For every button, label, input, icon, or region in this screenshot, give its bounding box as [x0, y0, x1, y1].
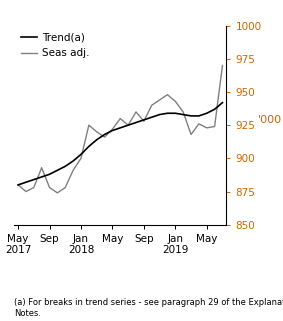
Trend(a): [79, 152, 83, 156]
Seas adj.: [56, 191, 59, 195]
Trend(a): [119, 126, 122, 130]
Seas adj.: [150, 103, 153, 107]
Trend(a): [56, 169, 59, 172]
Seas adj.: [119, 117, 122, 120]
Seas adj.: [79, 156, 83, 160]
Trend(a): [24, 180, 28, 184]
Seas adj.: [134, 110, 138, 114]
Seas adj.: [24, 190, 28, 194]
Seas adj.: [158, 98, 161, 102]
Seas adj.: [205, 126, 209, 130]
Trend(a): [111, 129, 114, 133]
Trend(a): [173, 111, 177, 115]
Trend(a): [134, 121, 138, 125]
Seas adj.: [103, 135, 106, 139]
Seas adj.: [181, 110, 185, 114]
Trend(a): [150, 115, 153, 119]
Trend(a): [127, 123, 130, 127]
Trend(a): [71, 159, 75, 163]
Trend(a): [181, 113, 185, 117]
Trend(a): [95, 138, 98, 142]
Text: (a) For breaks in trend series - see paragraph 29 of the Explanatory
Notes.: (a) For breaks in trend series - see par…: [14, 299, 283, 318]
Trend(a): [189, 114, 193, 118]
Trend(a): [197, 114, 201, 118]
Seas adj.: [127, 123, 130, 127]
Trend(a): [158, 113, 161, 117]
Trend(a): [87, 144, 91, 148]
Seas adj.: [48, 186, 51, 189]
Trend(a): [48, 172, 51, 176]
Trend(a): [142, 118, 145, 122]
Trend(a): [64, 164, 67, 168]
Seas adj.: [213, 125, 216, 128]
Seas adj.: [221, 64, 224, 67]
Seas adj.: [142, 119, 145, 123]
Seas adj.: [189, 133, 193, 136]
Seas adj.: [111, 127, 114, 131]
Seas adj.: [16, 183, 20, 187]
Trend(a): [16, 183, 20, 187]
Trend(a): [213, 107, 216, 111]
Line: Seas adj.: Seas adj.: [18, 65, 222, 193]
Trend(a): [40, 175, 43, 179]
Trend(a): [166, 111, 169, 115]
Seas adj.: [166, 93, 169, 97]
Trend(a): [221, 101, 224, 105]
Seas adj.: [173, 100, 177, 103]
Seas adj.: [40, 166, 43, 169]
Seas adj.: [64, 186, 67, 189]
Line: Trend(a): Trend(a): [18, 103, 222, 185]
Trend(a): [103, 133, 106, 136]
Seas adj.: [32, 186, 35, 189]
Seas adj.: [87, 123, 91, 127]
Trend(a): [32, 178, 35, 181]
Trend(a): [205, 111, 209, 115]
Y-axis label: '000: '000: [258, 115, 282, 125]
Seas adj.: [197, 122, 201, 126]
Seas adj.: [95, 130, 98, 134]
Seas adj.: [71, 169, 75, 172]
Legend: Trend(a), Seas adj.: Trend(a), Seas adj.: [17, 29, 94, 62]
